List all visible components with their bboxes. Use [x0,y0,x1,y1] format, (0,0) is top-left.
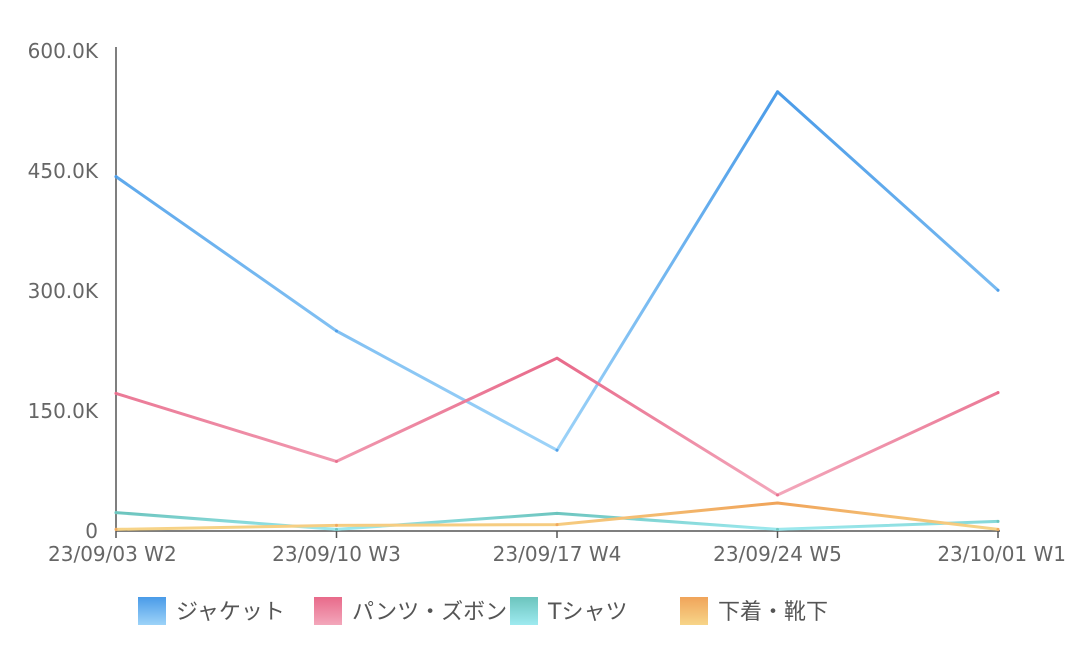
x-tick-label: 23/10/01 W1 [937,542,1066,566]
legend-swatch [314,597,342,625]
x-axis: 23/09/03 W2 23/09/10 W3 23/09/17 W4 23/09/2… [48,530,1066,566]
y-tick-label: 600.0K [28,39,99,63]
legend-swatch [680,597,708,625]
legend: ジャケット パンツ・ズボン Tシャツ 下着・靴下 [138,597,828,625]
legend-swatch [138,597,166,625]
series-1 [114,356,1000,497]
data-point [335,329,338,333]
data-point [555,523,559,527]
data-point [335,527,338,531]
legend-label: Tシャツ [547,600,627,625]
data-point [114,511,118,515]
data-point [776,493,779,497]
x-tick-label: 23/09/24 W5 [713,542,842,566]
legend-label: ジャケット [176,600,285,625]
legend-swatch [510,597,538,625]
data-point [776,501,779,505]
data-point [996,288,1000,292]
x-tick-label: 23/09/10 W3 [272,542,401,566]
legend-item[interactable]: パンツ・ズボン [314,597,507,625]
data-point [335,523,338,527]
data-point [114,527,118,531]
data-point [776,90,779,94]
series-0 [114,90,1000,452]
y-tick-label: 300.0K [28,279,99,303]
legend-label: パンツ・ズボン [352,600,507,625]
data-point [114,175,118,179]
data-point [114,391,118,395]
series-line [114,356,1000,497]
y-tick-label: 150.0K [28,399,99,423]
series-2 [114,511,1000,531]
data-point [335,459,338,463]
data-point [555,356,559,360]
x-tick-label: 23/09/17 W4 [493,542,622,566]
legend-item[interactable]: Tシャツ [510,597,627,625]
series-lines [114,90,1000,531]
y-axis: 0 150.0K 300.0K 450.0K 600.0K [28,39,117,543]
legend-label: 下着・靴下 [718,600,828,625]
data-point [776,527,779,531]
y-tick-label: 450.0K [28,159,99,183]
data-point [996,391,1000,395]
y-tick-label: 0 [85,519,98,543]
data-point [555,511,559,515]
data-point [996,527,1000,531]
data-point [996,519,1000,523]
series-line [114,90,1000,452]
legend-item[interactable]: ジャケット [138,597,285,625]
data-point [555,448,559,452]
legend-item[interactable]: 下着・靴下 [680,597,828,625]
series-3 [114,501,1000,531]
x-tick-label: 23/09/03 W2 [48,542,177,566]
